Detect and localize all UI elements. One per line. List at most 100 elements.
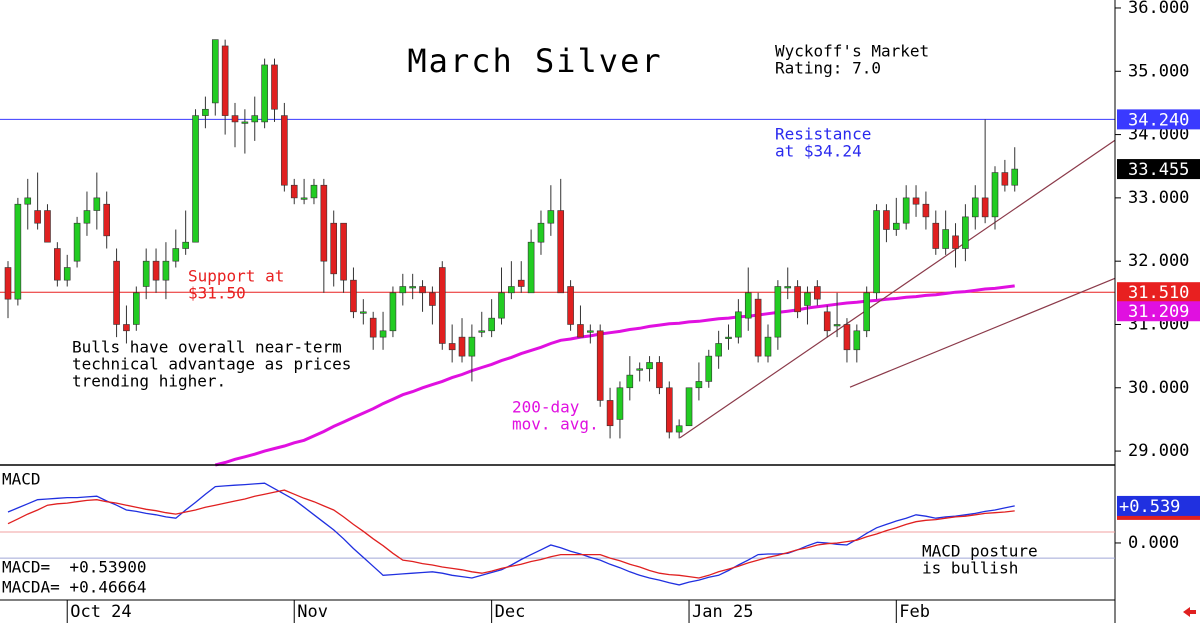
candle-body — [656, 362, 663, 389]
y-tick-label: 33.000 — [1128, 188, 1189, 208]
candle-body — [93, 197, 101, 211]
candle-body — [63, 267, 71, 281]
candle-body — [735, 311, 742, 338]
candle-body — [527, 241, 535, 294]
candle-body — [912, 197, 920, 205]
y-tick-label: 32.000 — [1128, 251, 1189, 271]
candle-body — [636, 368, 643, 371]
macd-readout: MACDA= +0.46664 — [2, 578, 147, 597]
candle-body — [133, 292, 140, 325]
annotation: Wyckoff's Market — [775, 42, 929, 61]
candle-body — [764, 336, 772, 357]
candle-body — [54, 248, 61, 281]
candle-body — [419, 286, 426, 294]
candle-body — [241, 121, 249, 124]
level-box — [1117, 282, 1200, 303]
candle-body — [596, 330, 604, 401]
trendline — [849, 277, 1116, 388]
candle-body — [211, 39, 219, 104]
candle-body — [271, 64, 278, 110]
candle-body — [290, 184, 298, 199]
candle-body — [962, 216, 969, 249]
candle-body — [646, 362, 653, 370]
chart-title: March Silver — [407, 42, 662, 80]
candle-body — [498, 292, 505, 319]
annotation: trending higher. — [72, 372, 226, 391]
candle-body — [823, 311, 831, 332]
macd-box — [1117, 495, 1200, 516]
candle-body — [103, 203, 110, 237]
macd-line — [7, 489, 1015, 579]
candle-body — [379, 330, 387, 338]
candle-body — [340, 222, 347, 281]
candle-body — [350, 279, 357, 313]
candle-body — [991, 172, 999, 218]
candle-body — [14, 203, 22, 300]
annotation: technical advantage as prices — [72, 355, 351, 374]
candle-body — [172, 248, 180, 262]
candle-body — [942, 229, 949, 249]
candle-body — [73, 222, 81, 262]
candle-body — [725, 336, 732, 339]
level-label: 34.240 — [1128, 110, 1189, 130]
candle-body — [448, 343, 456, 351]
candle-body — [744, 292, 752, 319]
x-tick-label: Feb — [899, 602, 930, 622]
candle-body — [902, 197, 910, 224]
candle-body — [1001, 172, 1009, 186]
candle-body — [814, 286, 821, 300]
candle-body — [883, 210, 890, 230]
candle-body — [616, 387, 624, 420]
candle-body — [715, 343, 722, 357]
candle-body — [981, 197, 989, 218]
candle-body — [202, 108, 209, 116]
candle-body — [281, 115, 288, 186]
candle-body — [843, 324, 851, 351]
candle-body — [360, 311, 367, 314]
candle-body — [547, 210, 555, 224]
candle-body — [34, 210, 41, 224]
annotation: 200-day — [512, 398, 580, 417]
candle-body — [577, 324, 584, 338]
candle-body — [468, 336, 476, 357]
y-tick-label: 34.000 — [1128, 125, 1189, 145]
trendline — [679, 139, 1116, 439]
candle-body — [537, 222, 545, 243]
candle-body — [330, 222, 338, 275]
candle-body — [784, 286, 792, 289]
candle-body — [162, 260, 170, 281]
candle-body — [804, 292, 811, 306]
y-tick-label: 36.000 — [1128, 0, 1189, 18]
candle-body — [833, 324, 841, 327]
candle-body — [922, 203, 930, 218]
candle-body — [320, 184, 328, 262]
candle-body — [221, 45, 229, 116]
candle-body — [83, 210, 91, 224]
candle-body — [853, 330, 861, 351]
macd-title: MACD — [2, 470, 41, 489]
scroll-arrow — [1183, 607, 1196, 617]
candle-body — [310, 184, 318, 199]
candle-body — [429, 292, 436, 306]
level-label: 31.510 — [1128, 283, 1189, 303]
candle-body — [438, 267, 446, 344]
candle-body — [24, 197, 32, 205]
candle-body — [606, 400, 614, 427]
candle-body — [675, 425, 683, 433]
candle-body — [123, 324, 130, 332]
macd-readout: MACD= +0.53900 — [2, 558, 147, 577]
candle-body — [685, 387, 693, 427]
candle-body — [932, 222, 940, 249]
candle-body — [626, 374, 634, 389]
y-tick-label: 30.000 — [1128, 378, 1189, 398]
candle-body — [508, 286, 515, 294]
candle-body — [389, 292, 397, 332]
candle-body — [873, 210, 880, 294]
candle-body — [557, 210, 565, 294]
level-box — [1117, 301, 1200, 322]
annotation: is bullish — [922, 559, 1018, 578]
candle-body — [409, 286, 416, 289]
y-tick-label: 29.000 — [1128, 441, 1189, 461]
